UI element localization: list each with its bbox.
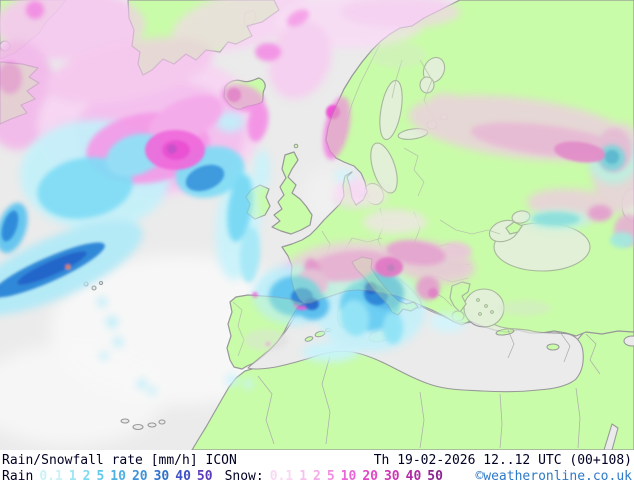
shetland	[293, 143, 299, 149]
snow-scale-value: 20	[362, 469, 378, 484]
snow-scale-value: 30	[383, 469, 400, 484]
ibiza	[304, 336, 314, 342]
rain-scale-label: Rain	[2, 469, 34, 484]
canary-2	[132, 423, 144, 431]
cyprus	[546, 343, 560, 351]
snow-scale-value: 40	[405, 469, 422, 484]
map-canvas	[0, 0, 634, 450]
rain-scale-value: 10	[110, 469, 126, 484]
canary-4	[158, 419, 166, 425]
rain-scale-value: 50	[196, 469, 213, 484]
rain-scale-value: 5	[96, 469, 105, 484]
snow-scale-value: 0.1	[269, 469, 294, 484]
snow-scale-label: Snow:	[224, 469, 264, 484]
snow-scale-value: 1	[299, 469, 308, 484]
canary-3	[147, 422, 157, 428]
snow-scale-values: 0.1 1 2 5 10 20 30 40 50	[264, 469, 443, 484]
azores-2	[91, 285, 97, 291]
rain-scale-value: 30	[153, 469, 170, 484]
legend-footer: Rain/Snowfall rate [mm/h] ICON Th 19-02-…	[0, 450, 634, 490]
snow-scale-value: 5	[326, 469, 335, 484]
rain-scale-value: 40	[175, 469, 191, 484]
weather-map	[0, 0, 634, 450]
rain-scale-value: 0.1	[39, 469, 63, 484]
snow-scale-value: 2	[313, 469, 321, 484]
canary-1	[120, 418, 130, 424]
red-sea-tip	[603, 423, 619, 450]
snow-scale-value: 50	[427, 469, 443, 484]
valid-time: Th 19-02-2026 12..12 UTC (00+108)	[373, 453, 632, 468]
rain-scale-values: 0.1 1 2 5 10 20 30 40 50	[33, 469, 212, 484]
azores-3	[98, 280, 104, 286]
rain-scale-value: 2	[82, 469, 91, 484]
map-title: Rain/Snowfall rate [mm/h] ICON	[2, 453, 237, 468]
copyright: ©weatheronline.co.uk	[475, 469, 632, 484]
rain-scale-value: 1	[68, 469, 77, 484]
rain-scale-value: 20	[131, 469, 148, 484]
persian-gulf	[623, 335, 634, 347]
snow-scale-value: 10	[340, 469, 357, 484]
